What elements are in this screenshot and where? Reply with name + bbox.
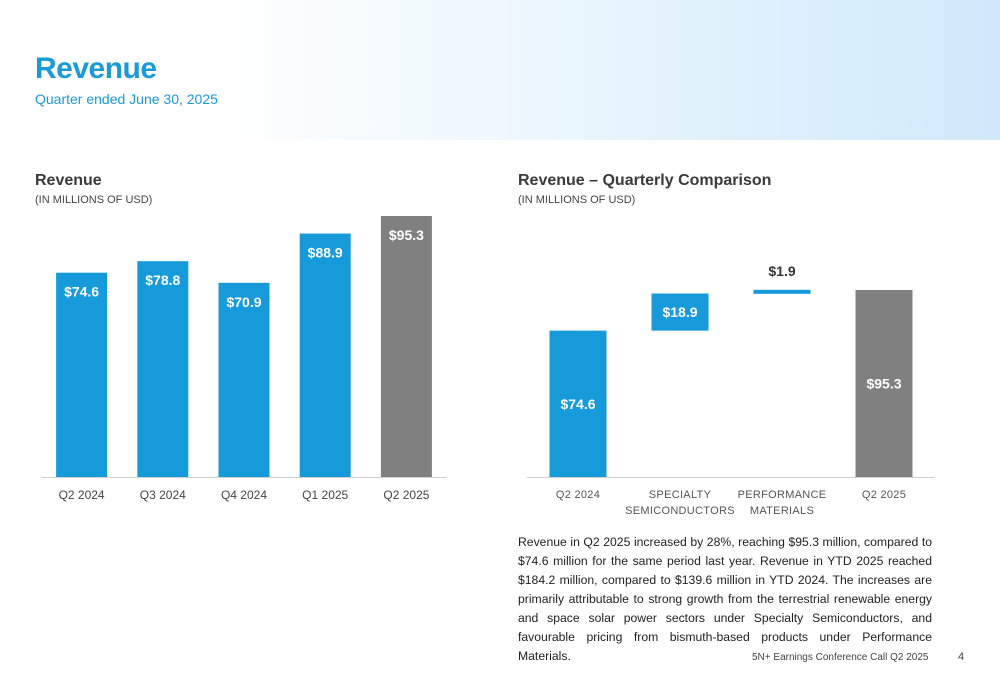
waterfall-chart-title: Revenue – Quarterly Comparison: [518, 172, 772, 189]
page-subtitle: Quarter ended June 30, 2025: [35, 91, 218, 107]
revenue-commentary: Revenue in Q2 2025 increased by 28%, rea…: [518, 535, 932, 663]
data-label: $95.3: [866, 376, 901, 392]
x-tick-label: Q1 2025: [302, 488, 348, 502]
waterfall-bar: [549, 330, 607, 477]
data-label: $1.9: [768, 263, 795, 279]
x-tick-label: MATERIALS: [750, 505, 814, 517]
waterfall-bar: [753, 289, 811, 294]
chart-title: Revenue: [35, 172, 102, 189]
header-band: [0, 0, 1000, 140]
x-tick-label: SEMICONDUCTORS: [625, 505, 735, 517]
x-tick-label: Q2 2025: [862, 489, 906, 501]
page-number: 4: [958, 651, 965, 663]
waterfall-bar: [855, 290, 913, 477]
x-tick-label: Q2 2025: [383, 488, 429, 502]
data-label: $18.9: [662, 304, 697, 320]
x-tick-label: Q4 2024: [221, 488, 267, 502]
chart-unit-label: (IN MILLIONS OF USD): [35, 194, 153, 206]
bar: [218, 282, 270, 477]
data-label: $74.6: [560, 396, 595, 412]
x-tick-label: Q2 2024: [556, 489, 600, 501]
data-label: $88.9: [308, 245, 343, 261]
x-tick-label: SPECIALTY: [649, 489, 712, 501]
data-label: $70.9: [226, 294, 261, 310]
waterfall-bar: [651, 293, 709, 331]
x-tick-label: Q2 2024: [59, 488, 105, 502]
data-label: $74.6: [64, 284, 99, 300]
waterfall-chart-unit-label: (IN MILLIONS OF USD): [518, 194, 636, 206]
bar: [299, 233, 351, 477]
bar: [137, 261, 189, 477]
bar: [380, 216, 432, 477]
bar: [56, 272, 108, 477]
footer-text: 5N+ Earnings Conference Call Q2 2025: [752, 652, 929, 663]
data-label: $95.3: [389, 227, 424, 243]
data-label: $78.8: [145, 272, 180, 288]
page-title: Revenue: [35, 52, 157, 85]
x-tick-label: Q3 2024: [140, 488, 186, 502]
x-tick-label: PERFORMANCE: [738, 489, 827, 501]
